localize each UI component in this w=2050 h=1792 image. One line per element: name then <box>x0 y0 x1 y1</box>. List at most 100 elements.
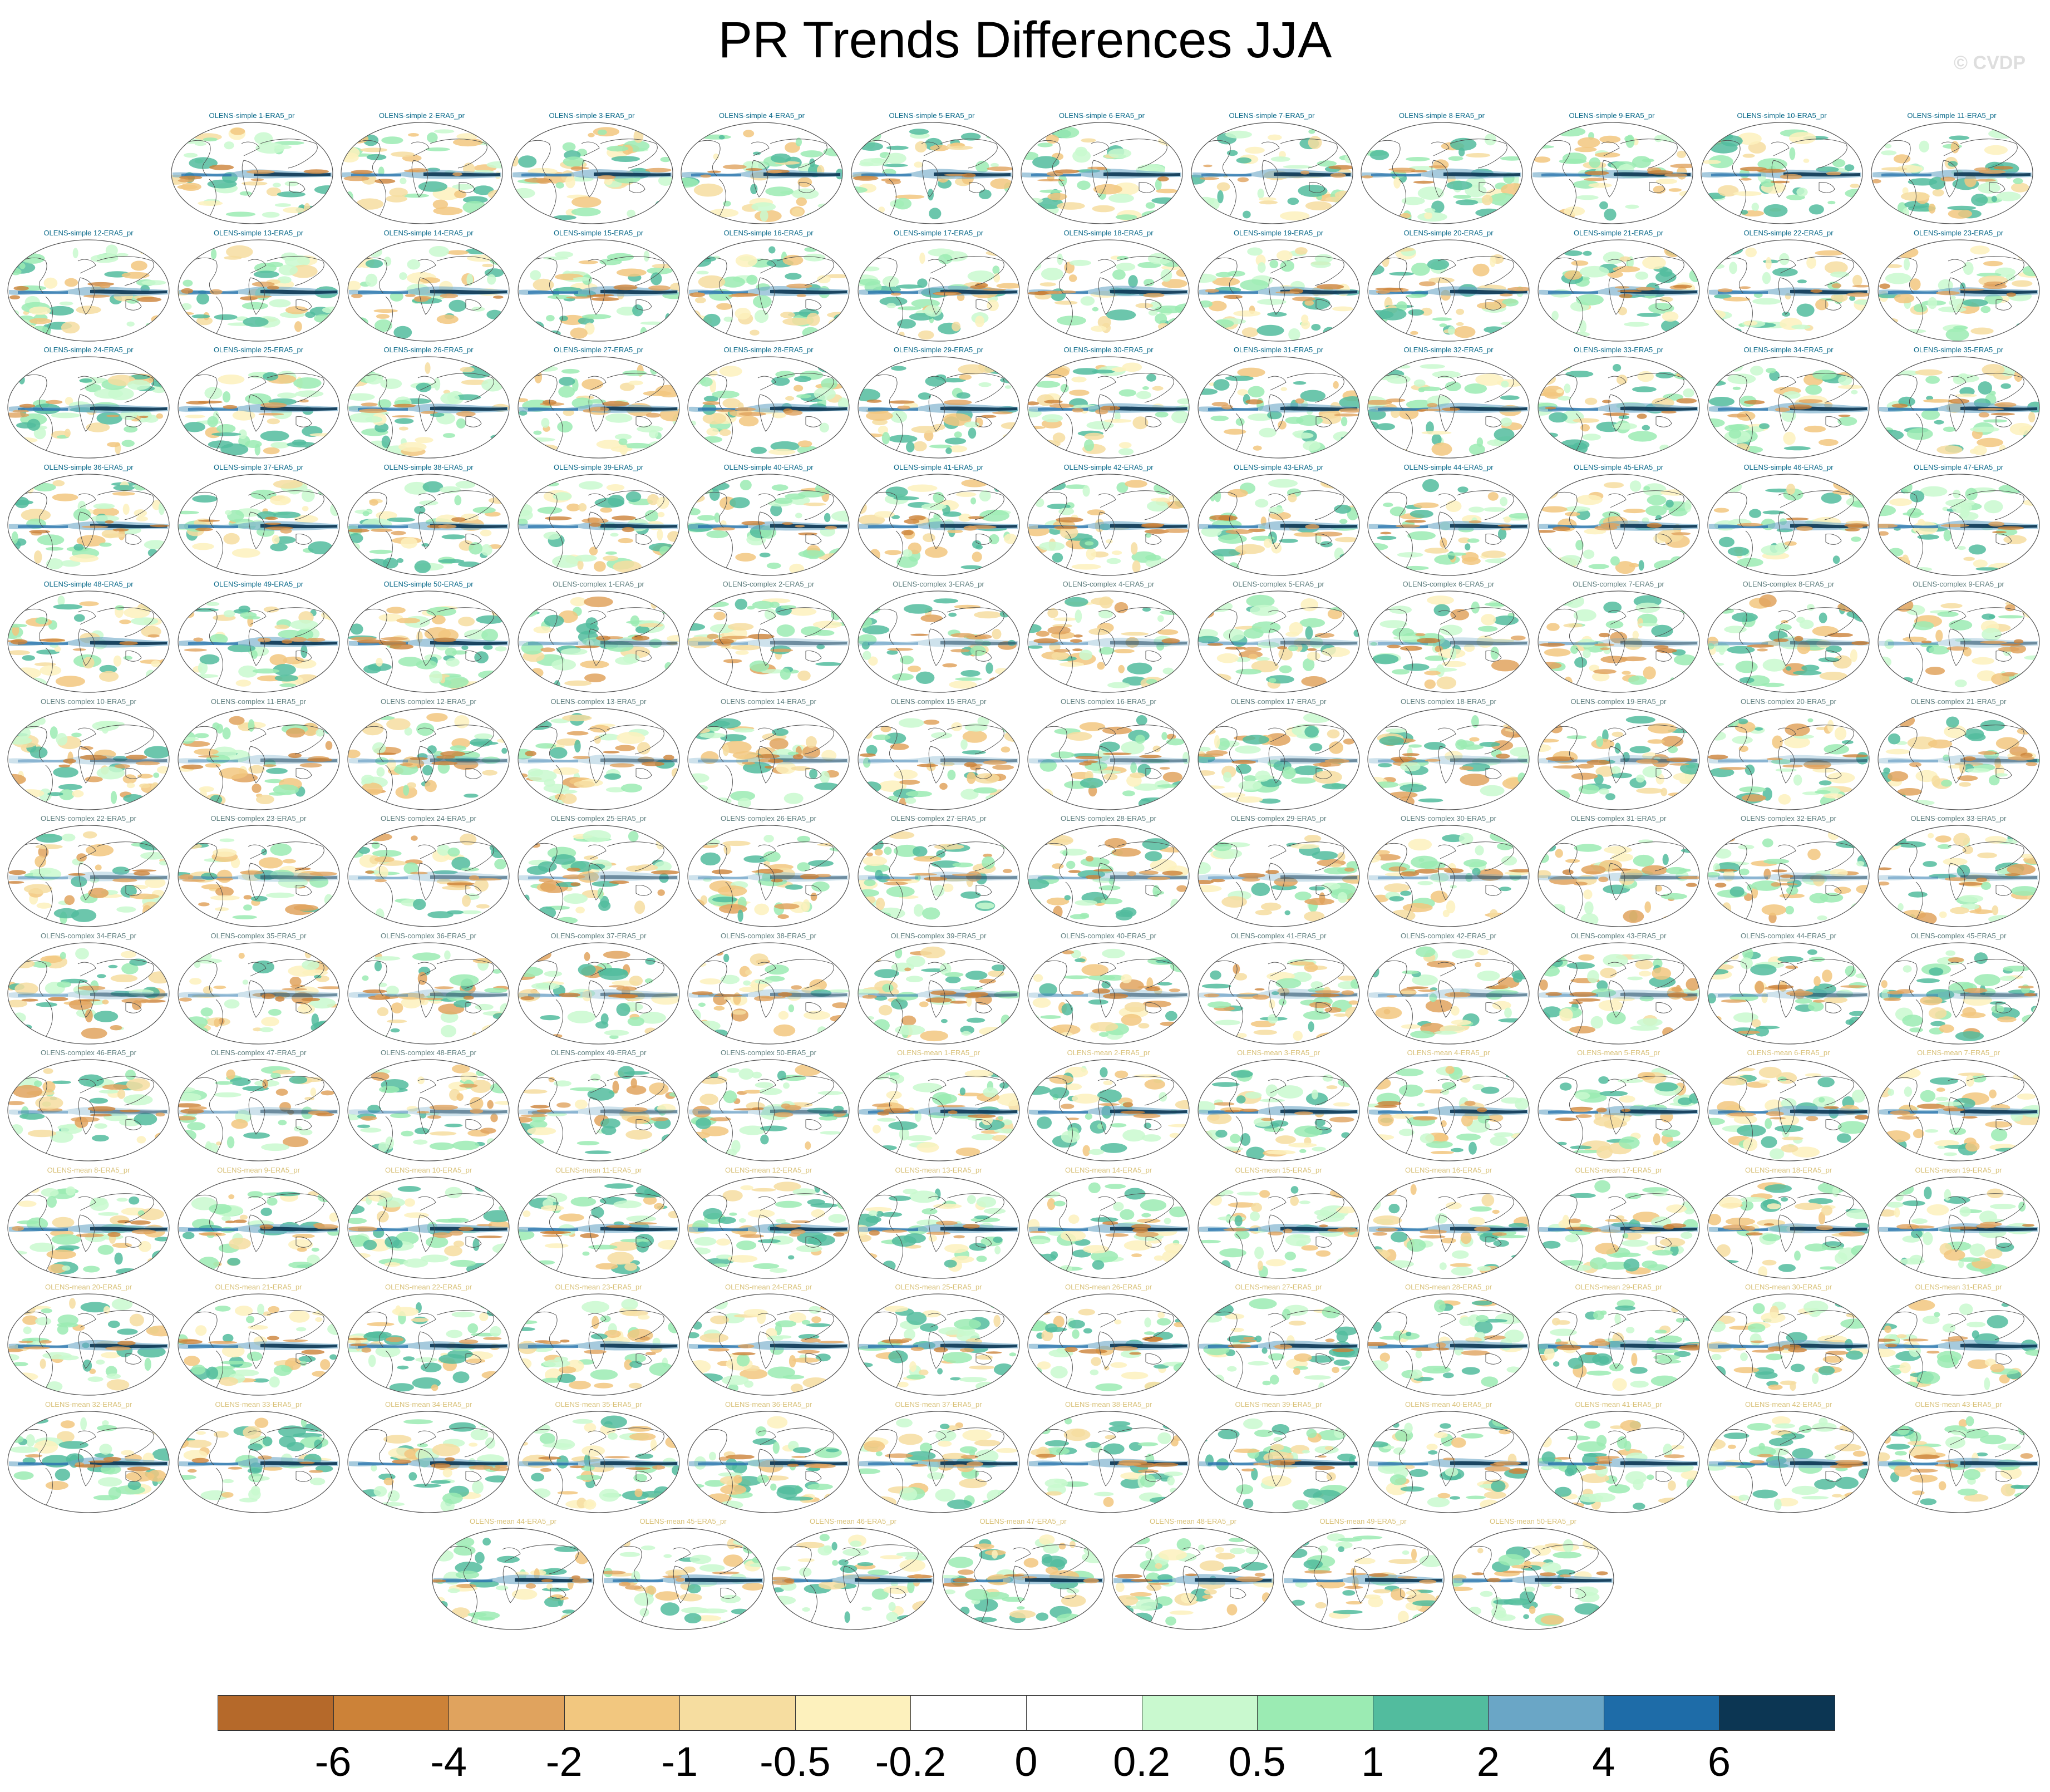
panel-label: OLENS-simple 37-ERA5_pr <box>213 462 304 471</box>
map-panel: OLENS-complex 15-ERA5_pr <box>857 697 1021 813</box>
panel-label: OLENS-simple 1-ERA5_pr <box>209 111 295 120</box>
map-panel: OLENS-complex 29-ERA5_pr <box>1197 814 1361 930</box>
map-panel: OLENS-simple 7-ERA5_pr <box>1190 111 1354 227</box>
colorbar-tick-label: 6 <box>1707 1739 1731 1785</box>
map-panel: OLENS-simple 42-ERA5_pr <box>1027 463 1190 579</box>
world-map <box>177 1176 340 1279</box>
panel-label: OLENS-simple 30-ERA5_pr <box>1063 346 1154 354</box>
panel-label: OLENS-mean 14-ERA5_pr <box>1065 1165 1152 1174</box>
panel-label: OLENS-simple 42-ERA5_pr <box>1063 462 1154 471</box>
map-panel: OLENS-mean 3-ERA5_pr <box>1197 1048 1361 1164</box>
world-map <box>7 1410 170 1513</box>
map-panel: OLENS-simple 19-ERA5_pr <box>1197 229 1361 344</box>
panel-label: OLENS-mean 9-ERA5_pr <box>217 1165 300 1174</box>
map-panel: OLENS-mean 25-ERA5_pr <box>857 1283 1021 1399</box>
map-panel: OLENS-mean 11-ERA5_pr <box>517 1166 681 1282</box>
panel-label: OLENS-simple 49-ERA5_pr <box>213 580 304 588</box>
world-map <box>517 356 680 459</box>
map-panel: OLENS-simple 21-ERA5_pr <box>1537 229 1701 344</box>
world-map <box>177 356 340 459</box>
world-map <box>1877 1059 2040 1161</box>
world-map <box>1197 942 1360 1045</box>
panel-label: OLENS-complex 41-ERA5_pr <box>1230 931 1327 940</box>
map-panel: OLENS-simple 34-ERA5_pr <box>1707 346 1870 461</box>
panel-label: OLENS-complex 15-ERA5_pr <box>890 697 987 706</box>
world-map <box>1027 1293 1190 1396</box>
panel-label: OLENS-mean 43-ERA5_pr <box>1915 1400 2002 1409</box>
world-map <box>1707 1059 1870 1161</box>
world-map <box>517 1293 680 1396</box>
panel-label: OLENS-complex 25-ERA5_pr <box>550 814 647 823</box>
world-map <box>857 356 1020 459</box>
world-map <box>170 122 333 224</box>
colorbar-box <box>1372 1695 1489 1731</box>
panel-label: OLENS-simple 6-ERA5_pr <box>1059 111 1145 120</box>
world-map <box>517 473 680 576</box>
panel-label: OLENS-simple 33-ERA5_pr <box>1573 346 1664 354</box>
world-map <box>850 122 1013 224</box>
map-panel: OLENS-mean 14-ERA5_pr <box>1027 1166 1190 1282</box>
world-map <box>347 239 510 342</box>
map-panel: OLENS-complex 13-ERA5_pr <box>517 697 681 813</box>
world-map <box>517 239 680 342</box>
map-panel: OLENS-simple 40-ERA5_pr <box>687 463 850 579</box>
panel-label: OLENS-simple 4-ERA5_pr <box>719 111 805 120</box>
world-map <box>1537 1293 1700 1396</box>
world-map <box>7 1293 170 1396</box>
world-map <box>687 1059 850 1161</box>
map-panel: OLENS-simple 9-ERA5_pr <box>1530 111 1694 227</box>
map-panel: OLENS-complex 25-ERA5_pr <box>517 814 681 930</box>
map-panel: OLENS-mean 40-ERA5_pr <box>1367 1400 1530 1516</box>
world-map <box>7 239 170 342</box>
world-map <box>1537 1410 1700 1513</box>
panel-label: OLENS-mean 18-ERA5_pr <box>1745 1165 1832 1174</box>
world-map <box>1027 473 1190 576</box>
map-panel: OLENS-mean 46-ERA5_pr <box>771 1517 935 1633</box>
colorbar-box <box>449 1695 565 1731</box>
map-panel: OLENS-complex 18-ERA5_pr <box>1367 697 1530 813</box>
world-map <box>347 590 510 693</box>
panel-label: OLENS-complex 45-ERA5_pr <box>1910 931 2007 940</box>
panel-label: OLENS-complex 30-ERA5_pr <box>1401 814 1496 823</box>
world-map <box>177 590 340 693</box>
world-map <box>177 1293 340 1396</box>
map-panel: OLENS-complex 12-ERA5_pr <box>347 697 510 813</box>
map-panel: OLENS-mean 34-ERA5_pr <box>347 1400 510 1516</box>
panel-label: OLENS-simple 16-ERA5_pr <box>723 228 814 237</box>
map-panel: OLENS-complex 4-ERA5_pr <box>1027 580 1190 696</box>
world-map <box>517 1176 680 1279</box>
map-panel: OLENS-complex 17-ERA5_pr <box>1197 697 1361 813</box>
map-panel: OLENS-simple 26-ERA5_pr <box>347 346 510 461</box>
world-map <box>1190 122 1353 224</box>
world-map <box>7 590 170 693</box>
panel-label: OLENS-mean 15-ERA5_pr <box>1235 1165 1322 1174</box>
map-panel: OLENS-simple 46-ERA5_pr <box>1707 463 1870 579</box>
world-map <box>7 1059 170 1161</box>
world-map <box>1367 239 1530 342</box>
world-map <box>1537 1059 1700 1161</box>
panel-label: OLENS-simple 50-ERA5_pr <box>383 580 474 588</box>
panel-label: OLENS-mean 50-ERA5_pr <box>1489 1517 1577 1525</box>
map-panel: OLENS-simple 41-ERA5_pr <box>857 463 1021 579</box>
world-map <box>347 1293 510 1396</box>
panel-label: OLENS-complex 28-ERA5_pr <box>1061 814 1156 823</box>
panel-label: OLENS-complex 26-ERA5_pr <box>721 814 816 823</box>
map-panel: OLENS-simple 23-ERA5_pr <box>1877 229 2041 344</box>
panel-label: OLENS-simple 34-ERA5_pr <box>1743 346 1834 354</box>
panel-label: OLENS-simple 31-ERA5_pr <box>1233 346 1324 354</box>
world-map <box>1877 707 2040 810</box>
world-map <box>1701 122 1863 224</box>
map-panel: OLENS-complex 34-ERA5_pr <box>7 932 170 1047</box>
world-map <box>687 942 850 1045</box>
colorbar-tick-label: -0.2 <box>875 1739 947 1785</box>
panel-label: OLENS-mean 16-ERA5_pr <box>1405 1165 1492 1174</box>
panel-label: OLENS-mean 49-ERA5_pr <box>1319 1517 1407 1525</box>
map-panel: OLENS-mean 33-ERA5_pr <box>177 1400 341 1516</box>
panel-label: OLENS-mean 34-ERA5_pr <box>385 1400 472 1409</box>
map-panel: OLENS-mean 1-ERA5_pr <box>857 1048 1021 1164</box>
colorbar-box <box>795 1695 911 1731</box>
colorbar-tick-label: 0 <box>1014 1739 1038 1785</box>
panel-label: OLENS-simple 45-ERA5_pr <box>1573 462 1664 471</box>
colorbar-box <box>1141 1695 1258 1731</box>
panel-label: OLENS-mean 8-ERA5_pr <box>47 1165 130 1174</box>
